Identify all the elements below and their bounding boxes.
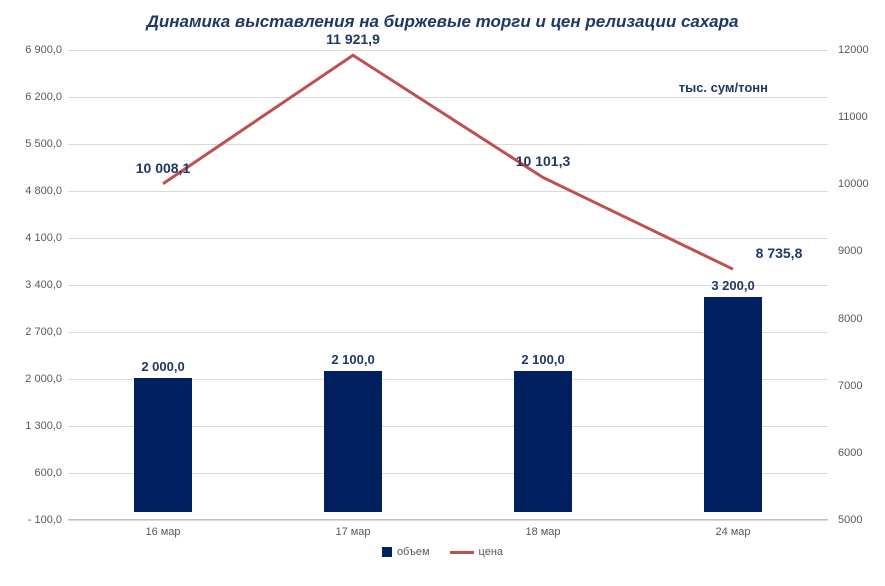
y-right-tick: 9000 xyxy=(838,245,862,257)
y-left-tick: 6 900,0 xyxy=(25,44,62,56)
chart-container: Динамика выставления на биржевые торги и… xyxy=(0,0,885,586)
line-value-label: 11 921,9 xyxy=(326,31,380,47)
legend-swatch-line xyxy=(450,551,474,554)
legend-item: цена xyxy=(450,546,504,558)
y-right-tick: 12000 xyxy=(838,44,869,56)
y-left-tick: 2 000,0 xyxy=(25,373,62,385)
line-value-label: 8 735,8 xyxy=(756,245,803,261)
x-tick: 24 мар xyxy=(693,526,773,538)
plot-area: 2 000,02 100,02 100,03 200,010 008,111 9… xyxy=(68,50,828,520)
y-left-tick: 5 500,0 xyxy=(25,138,62,150)
y-left-tick: 1 300,0 xyxy=(25,420,62,432)
y-right-tick: 8000 xyxy=(838,313,862,325)
line-layer xyxy=(68,50,828,520)
legend-label: объем xyxy=(397,546,430,558)
line-value-label: 10 008,1 xyxy=(136,160,191,176)
legend: объем цена xyxy=(0,546,885,558)
x-tick: 18 мар xyxy=(503,526,583,538)
legend-swatch-box xyxy=(382,547,392,557)
y-right-tick: 7000 xyxy=(838,380,862,392)
legend-label: цена xyxy=(479,546,504,558)
x-tick: 16 мар xyxy=(123,526,203,538)
legend-item: объем xyxy=(382,546,430,558)
y-left-tick: 600,0 xyxy=(34,467,62,479)
y-right-tick: 10000 xyxy=(838,178,869,190)
y-right-tick: 11000 xyxy=(838,111,868,123)
x-tick: 17 мар xyxy=(313,526,393,538)
y-left-tick: 4 800,0 xyxy=(25,185,62,197)
y-left-tick: 6 200,0 xyxy=(25,91,62,103)
chart-title: Динамика выставления на биржевые торги и… xyxy=(0,12,885,32)
y-right-tick: 6000 xyxy=(838,447,862,459)
y-left-tick: 4 100,0 xyxy=(25,232,62,244)
line-value-label: 10 101,3 xyxy=(516,153,571,169)
y-left-tick: 2 700,0 xyxy=(25,326,62,338)
y-right-tick: 5000 xyxy=(838,514,862,526)
price-line xyxy=(163,55,733,269)
y-left-tick: 3 400,0 xyxy=(25,279,62,291)
gridline xyxy=(68,520,828,521)
y-left-tick: - 100,0 xyxy=(28,514,62,526)
